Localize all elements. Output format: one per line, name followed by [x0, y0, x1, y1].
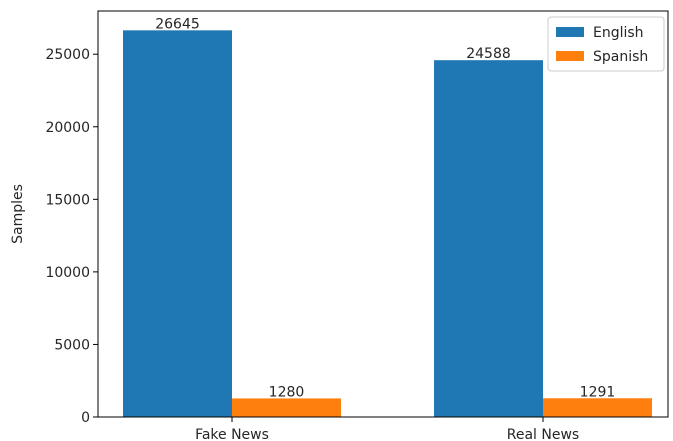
data-label-spanish-1: 1291 — [580, 384, 616, 400]
data-label-english-0: 26645 — [155, 16, 200, 32]
bar-english-1 — [434, 60, 543, 417]
x-tick-label: Fake News — [195, 427, 269, 441]
legend-swatch-spanish — [556, 51, 584, 61]
x-tick-label: Real News — [507, 427, 579, 441]
bars-layer — [123, 30, 652, 418]
y-tick-label: 25000 — [45, 47, 90, 63]
data-labels-layer: 26645 24588 1280 1291 — [155, 16, 615, 400]
legend: English Spanish — [547, 16, 665, 72]
y-tick-label: 10000 — [45, 265, 90, 281]
legend-label-spanish: Spanish — [593, 49, 648, 65]
bar-spanish-0 — [232, 398, 341, 417]
bar-english-0 — [123, 30, 232, 418]
y-axis: 0 5000 10000 15000 20000 25000 — [45, 47, 98, 426]
x-axis: Fake News Real News — [195, 417, 579, 441]
y-tick-label: 20000 — [45, 120, 90, 136]
legend-label-english: English — [593, 25, 644, 41]
y-tick-label: 5000 — [54, 337, 90, 353]
bar-spanish-1 — [543, 398, 652, 417]
plot-frame — [97, 10, 669, 418]
y-tick-label: 0 — [81, 410, 90, 426]
data-label-english-1: 24588 — [466, 46, 511, 62]
y-axis-label: Samples — [10, 184, 26, 244]
y-tick-label: 15000 — [45, 192, 90, 208]
data-label-spanish-0: 1280 — [269, 384, 305, 400]
legend-swatch-english — [556, 27, 584, 37]
